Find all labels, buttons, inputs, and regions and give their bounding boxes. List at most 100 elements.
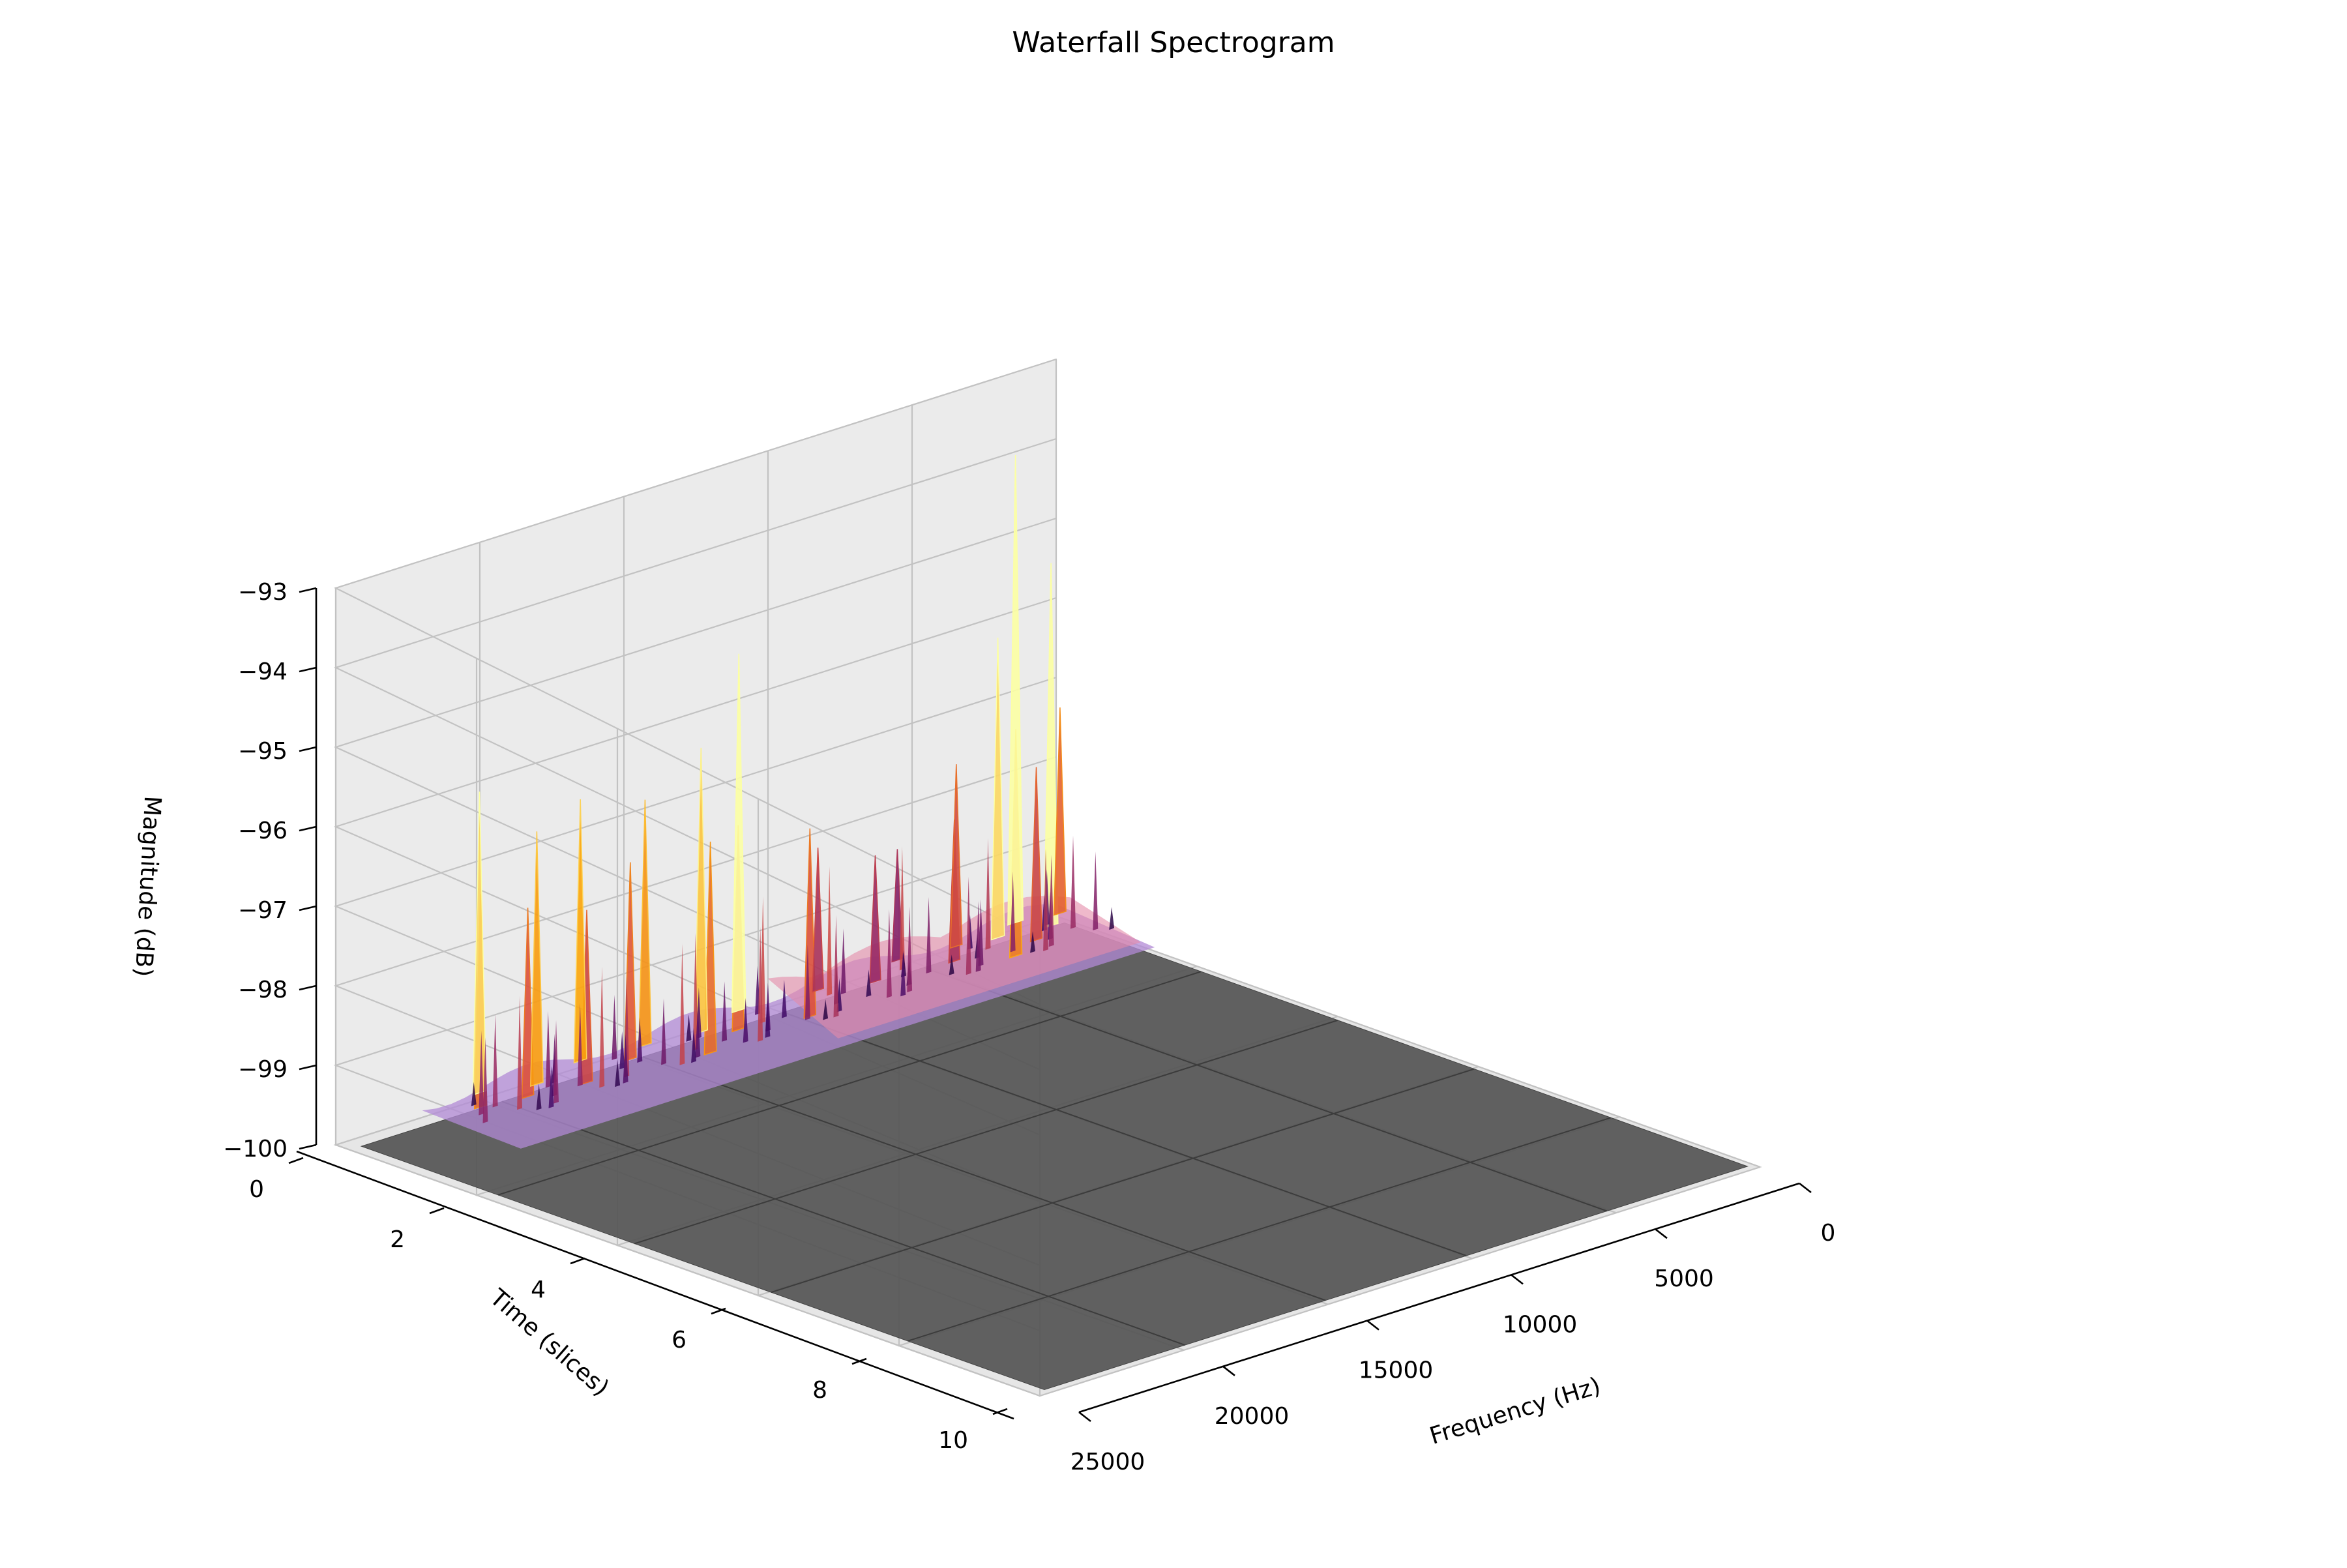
floor-mesh-line — [923, 967, 1607, 1212]
z-tick-label: −94 — [238, 658, 288, 685]
spectrum-peak — [1029, 767, 1043, 943]
x-tick-label: 20000 — [1215, 1403, 1290, 1430]
tick-labels: 0 5000 10000 15000 20000 25000 0 2 4 6 8 10 −100 −99 −… — [223, 579, 1835, 1475]
z-tick-label: −93 — [238, 579, 288, 606]
floor-mesh-line — [642, 1056, 1326, 1301]
spectrum-peak — [731, 653, 746, 1014]
z-tick-mark — [299, 825, 317, 832]
spectrum-ripple — [548, 1066, 554, 1108]
spectrum-ripple — [840, 928, 846, 995]
spectrum-ripple — [612, 994, 617, 1060]
spectrum-ripple — [722, 981, 728, 1042]
spectrum-ripple — [900, 950, 906, 997]
z-tick-mark — [299, 666, 317, 673]
spectrum-ripple — [545, 1011, 551, 1088]
z-tick-mark — [299, 746, 317, 752]
z-axis-label: Magnitude (dB) — [130, 795, 166, 978]
spectrum-ripple — [1043, 848, 1048, 951]
z-tick-label: −96 — [238, 818, 288, 844]
spectrum-ripple — [479, 1030, 484, 1116]
floor-mesh-line — [783, 1011, 1467, 1256]
y-tick-mark — [851, 1357, 867, 1365]
z-tick-mark — [299, 1144, 317, 1150]
spectrum-ripple — [599, 966, 605, 1088]
spectrum-ripple — [985, 838, 991, 950]
spectrum-ripple — [695, 1006, 701, 1058]
z-tick-mark — [299, 984, 317, 991]
spectrum-ripple — [926, 896, 932, 974]
x-tick-mark — [1799, 1182, 1812, 1194]
spectrum-ripple — [679, 943, 685, 1065]
spectrum-ripple — [619, 1031, 625, 1070]
y-axis-line — [296, 1150, 1014, 1420]
spectrum-ripple — [804, 944, 810, 1020]
spectrum-ripple — [492, 1013, 498, 1108]
floor-mesh-line — [634, 1019, 1338, 1245]
spectrum-ripple — [823, 999, 829, 1020]
spectrum-ripple — [517, 996, 522, 1110]
spectrum-ripple — [536, 1084, 542, 1110]
y-axis-label: Time (slices) — [484, 1284, 614, 1402]
x-tick-mark — [1366, 1320, 1380, 1331]
x-tick-label: 10000 — [1503, 1311, 1578, 1338]
y-tick-label: 0 — [249, 1176, 264, 1203]
spectrum-ripple — [661, 998, 666, 1065]
y-tick-mark — [570, 1257, 585, 1265]
y-tick-label: 6 — [672, 1327, 686, 1354]
spectrum-ripple — [899, 846, 905, 971]
spectrum-peak — [990, 637, 1005, 941]
spectrum-ripple — [1109, 907, 1115, 930]
spectrum-peak — [530, 831, 544, 1087]
spectrum-peak — [638, 799, 652, 1048]
x-tick-label: 0 — [1821, 1220, 1836, 1247]
z-tick-label: −97 — [238, 897, 288, 924]
x-tick-mark — [1078, 1411, 1091, 1423]
y-tick-mark — [992, 1408, 1008, 1415]
spectrum-peak — [869, 855, 881, 984]
spectrum-peak — [812, 848, 824, 993]
x-axis-label: Frequency (Hz) — [1426, 1372, 1604, 1450]
spectrum-ripple — [691, 1028, 696, 1063]
z-tick-mark — [299, 587, 317, 593]
y-tick-label: 4 — [531, 1277, 546, 1303]
spectrogram-surface — [422, 454, 1155, 1149]
spectrum-peak — [1007, 454, 1024, 926]
spectrum-peak — [521, 908, 535, 1099]
floor-mesh-line — [908, 1117, 1612, 1342]
spectrum-ripple — [866, 969, 872, 998]
spectrum-ripple — [1093, 851, 1099, 930]
floor-mesh-line — [501, 1101, 1185, 1346]
axis-lines — [296, 588, 1800, 1420]
spectrum-peak — [1053, 707, 1067, 916]
chart-title: Waterfall Spectrogram — [1012, 26, 1335, 59]
x-tick-label: 25000 — [1070, 1449, 1145, 1475]
spectrum-ripple — [949, 954, 954, 975]
spectrum-ripple — [686, 1014, 692, 1042]
floor-mesh-line — [771, 1068, 1475, 1294]
spectrum-ripple — [1048, 855, 1054, 947]
y-tick-mark — [711, 1307, 726, 1315]
z-tick-mark — [299, 1064, 317, 1071]
x-tick-mark — [1511, 1274, 1524, 1285]
spectrum-ripple — [615, 1059, 621, 1087]
spectrum-ripple — [782, 979, 787, 1018]
y-tick-label: 8 — [812, 1377, 827, 1404]
floor-mesh-line — [497, 971, 1202, 1196]
spectrum-ripple — [975, 901, 981, 972]
y-tick-mark — [288, 1157, 304, 1164]
spectrum-ripple — [743, 998, 748, 1043]
y-tick-mark — [429, 1207, 445, 1215]
spectrum-ripple — [758, 926, 763, 1042]
spectrum-peak — [891, 849, 904, 963]
x-tick-label: 15000 — [1359, 1357, 1434, 1384]
x-axis-line — [1078, 1182, 1800, 1413]
y-tick-label: 10 — [938, 1427, 968, 1454]
x-tick-mark — [1655, 1228, 1668, 1239]
spectrum-ripple — [554, 1020, 559, 1104]
spectrum-ripple — [886, 909, 892, 998]
spectrum-ripple — [833, 915, 839, 1018]
x-tick-label: 5000 — [1654, 1265, 1714, 1292]
spectrum-ripple — [966, 876, 971, 975]
